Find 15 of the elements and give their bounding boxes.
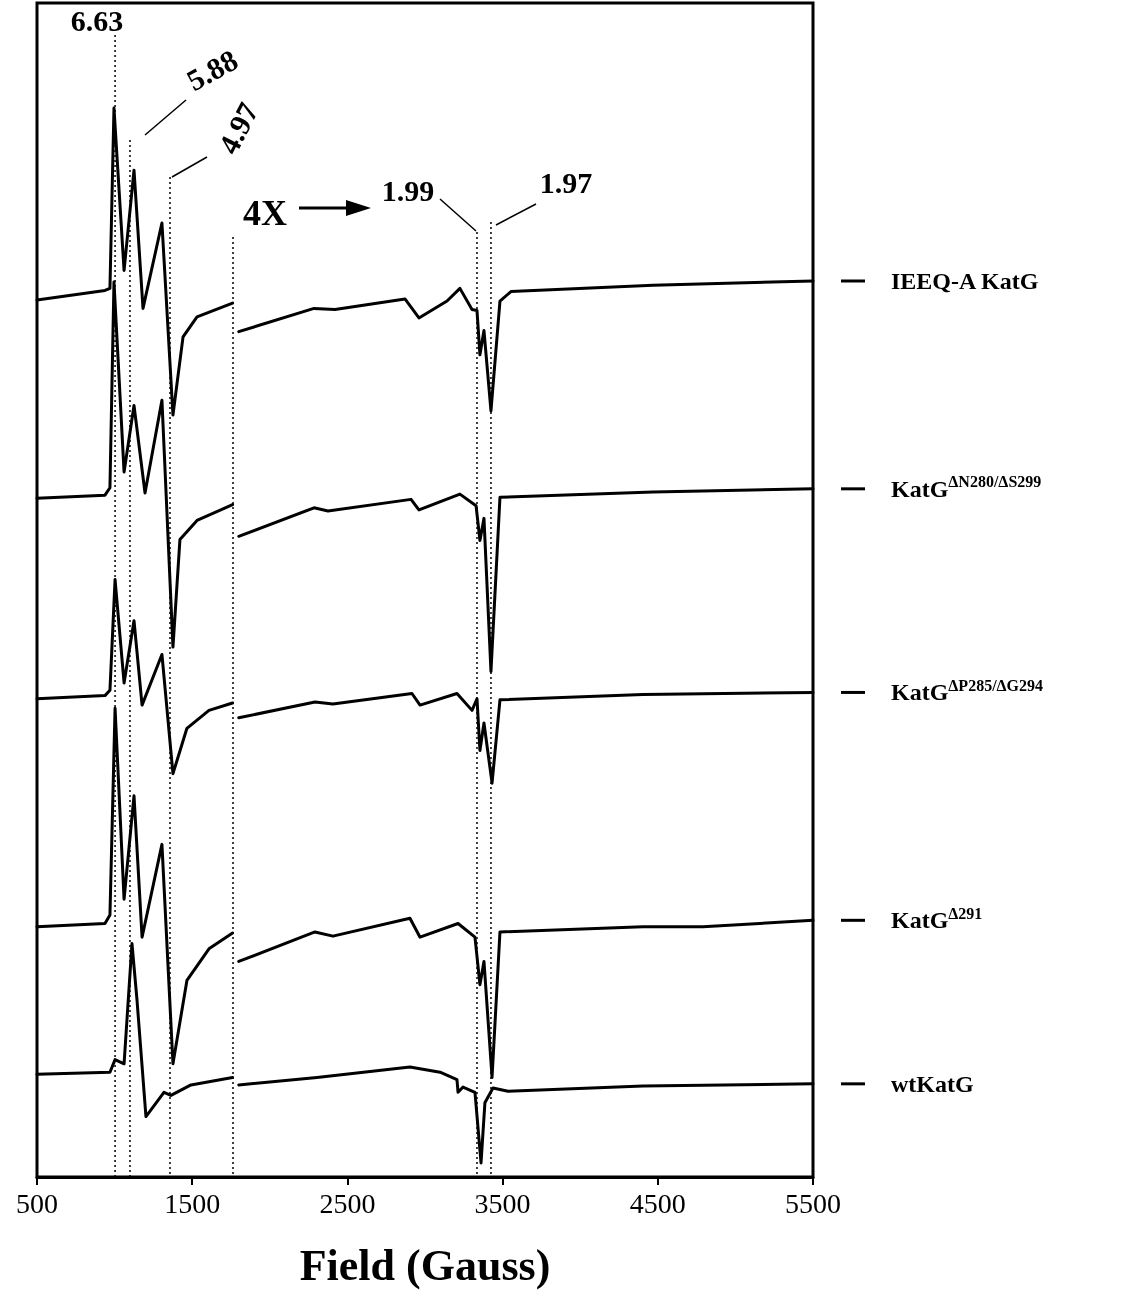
x-axis-title: Field (Gauss) bbox=[299, 1240, 551, 1290]
x-tick-label: 4500 bbox=[629, 1187, 686, 1219]
annotation: 4X bbox=[243, 193, 287, 233]
annotation: 1.97 bbox=[539, 165, 593, 199]
text: 5.88 bbox=[181, 42, 243, 98]
legend-label: IEEQ-A KatG bbox=[891, 267, 1039, 294]
legend-label: wtKatG bbox=[891, 1070, 974, 1097]
x-tick-label: 5500 bbox=[785, 1187, 841, 1219]
x-tick-label: 3500 bbox=[474, 1187, 531, 1219]
x-tick-label: 1500 bbox=[164, 1187, 221, 1219]
x-tick-label: 2500 bbox=[319, 1187, 376, 1219]
annotation: 1.99 bbox=[381, 173, 435, 207]
x-tick-label: 500 bbox=[16, 1187, 58, 1219]
annotation: 4.97 bbox=[211, 97, 265, 159]
text: 6.63 bbox=[70, 3, 124, 37]
